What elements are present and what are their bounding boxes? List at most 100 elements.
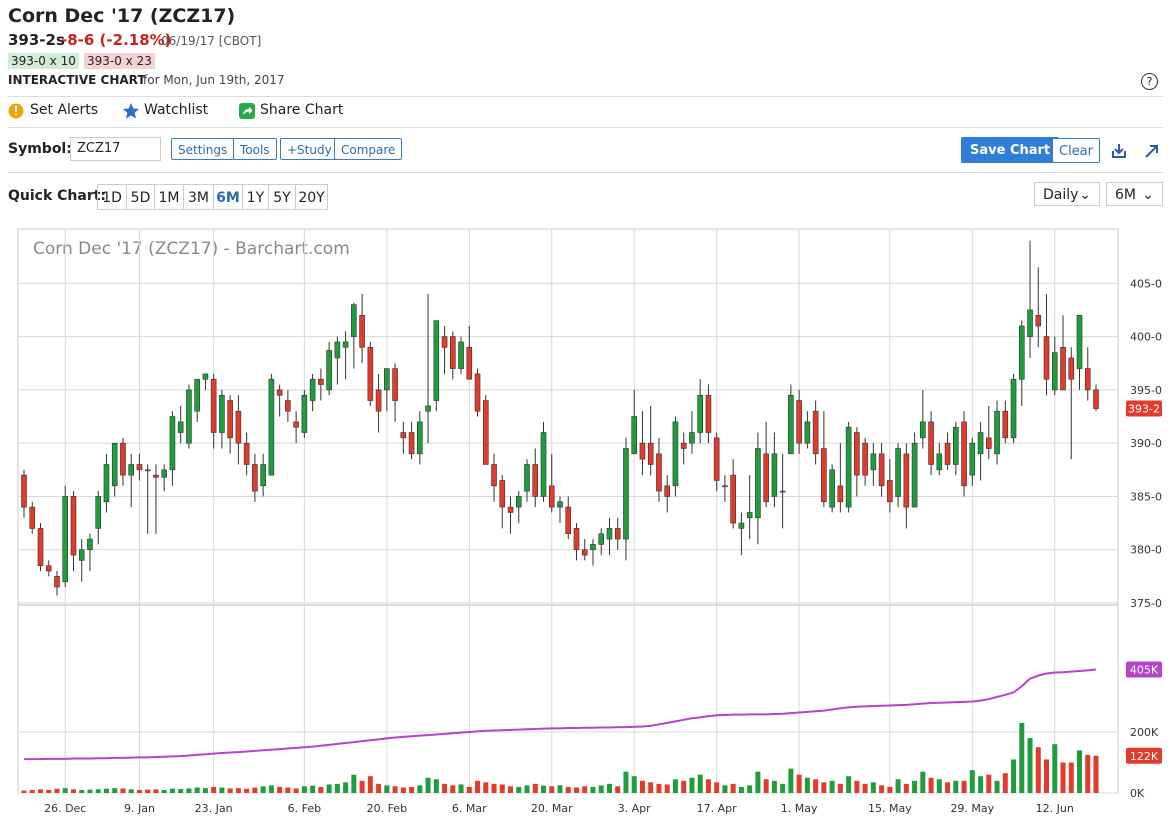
volume-bar [1060, 762, 1066, 793]
volume-bar [565, 786, 571, 793]
period-dropdown[interactable]: 6M ⌄ [1106, 182, 1163, 206]
candle-body [1051, 352, 1058, 391]
candle-body [977, 432, 984, 455]
volume-bar [29, 789, 35, 793]
candle-body [1043, 336, 1050, 380]
alert-icon [8, 103, 24, 119]
range-button[interactable]: 20Y [295, 184, 328, 210]
candle-body [763, 453, 769, 503]
volume-bar [367, 776, 373, 793]
study-button[interactable]: +Study [280, 138, 339, 160]
candle-body [928, 421, 934, 465]
x-tick-label: 23. Jan [195, 802, 233, 815]
candle-body [21, 474, 27, 508]
candle-body [713, 437, 720, 481]
volume-bar [1052, 744, 1058, 793]
watchlist[interactable]: Watchlist [144, 102, 209, 118]
volume-bar [1044, 759, 1050, 793]
volume-bar [136, 789, 142, 793]
candle-body [351, 304, 357, 337]
candle-body [705, 394, 712, 433]
export-icons[interactable] [1110, 142, 1160, 160]
chart-for: for Mon, Jun 19th, 2017 [143, 73, 285, 87]
volume-bar [854, 780, 860, 793]
volume-bar [475, 780, 481, 793]
share-chart[interactable]: Share Chart [260, 102, 344, 118]
volume-bar [384, 785, 390, 793]
volume-bar [46, 789, 52, 793]
candle-body [243, 442, 250, 465]
candle-body [994, 410, 1000, 455]
volume-bar [615, 786, 621, 793]
candle-body [276, 389, 283, 396]
volume-bar [87, 789, 93, 793]
volume-bar [862, 783, 868, 793]
candle-body [482, 400, 489, 465]
candle-body [227, 400, 233, 439]
candle-body [37, 528, 44, 567]
volume-bar [541, 785, 547, 793]
last-price-tag-box [1126, 400, 1162, 417]
save-chart[interactable]: Save Chart [961, 137, 1060, 163]
candle-body [491, 464, 497, 487]
volume-bar [95, 789, 101, 793]
candle-body [689, 432, 695, 444]
volume-bar [103, 788, 109, 793]
candle-body [887, 480, 893, 503]
volume-bar [516, 786, 522, 793]
candle-body [672, 421, 679, 487]
candle-body [515, 496, 522, 508]
symbol-input[interactable]: ZCZ17 [70, 137, 161, 161]
volume-bar [508, 786, 514, 793]
volume-bar [112, 788, 118, 793]
set-alerts[interactable]: Set Alerts [30, 102, 99, 118]
candle-body [441, 336, 448, 348]
quick-chart-label: Quick Chart: [8, 188, 107, 204]
compare-button[interactable]: Compare [334, 138, 403, 160]
candle-body [474, 373, 481, 412]
volume-bar [310, 785, 316, 793]
volume-bar [293, 788, 299, 793]
candle-body [219, 394, 225, 433]
period: 6M [1115, 187, 1136, 203]
symbol-label: Symbol: [8, 141, 72, 157]
candle-body [367, 346, 374, 401]
clear-button[interactable]: Clear [1052, 138, 1100, 163]
volume-bar [829, 780, 835, 793]
candle-body [590, 544, 596, 551]
volume-bar [409, 786, 415, 793]
caret: ⌄ [1079, 187, 1091, 203]
volume-bar [606, 783, 612, 793]
volume-tag-box [1126, 747, 1162, 764]
help[interactable]: ? [1141, 73, 1158, 90]
volume-bar [788, 768, 794, 793]
volume-bar [689, 777, 695, 793]
volume-bar [120, 788, 126, 793]
volume-bar [903, 783, 909, 793]
x-tick-label: 3. Apr [618, 802, 651, 815]
volume-bar [664, 784, 670, 793]
y-tick-label: 390-0 [1130, 437, 1162, 450]
x-tick-label: 9. Jan [124, 802, 155, 815]
volume-bar [145, 789, 151, 793]
candle-body [293, 421, 299, 428]
volume-bar [524, 785, 530, 793]
candle-body [532, 464, 539, 497]
volume-bar [573, 787, 579, 793]
interval-dropdown[interactable]: Daily ⌄ [1034, 182, 1100, 206]
candle-body [771, 453, 778, 497]
candle-body [573, 528, 580, 551]
volume-bar [1093, 755, 1099, 793]
volume-bar [953, 780, 959, 793]
volume-bar [21, 790, 27, 793]
candle-body [788, 394, 794, 455]
settings-button[interactable]: Settings [171, 138, 235, 160]
x-tick-label: 29. May [950, 802, 994, 815]
candle-body [1060, 346, 1066, 391]
tools-button[interactable]: Tools [233, 138, 277, 160]
candle-body [29, 506, 36, 529]
candle-body [326, 350, 332, 391]
volume-bar [590, 786, 596, 793]
volume-bar [747, 785, 753, 793]
